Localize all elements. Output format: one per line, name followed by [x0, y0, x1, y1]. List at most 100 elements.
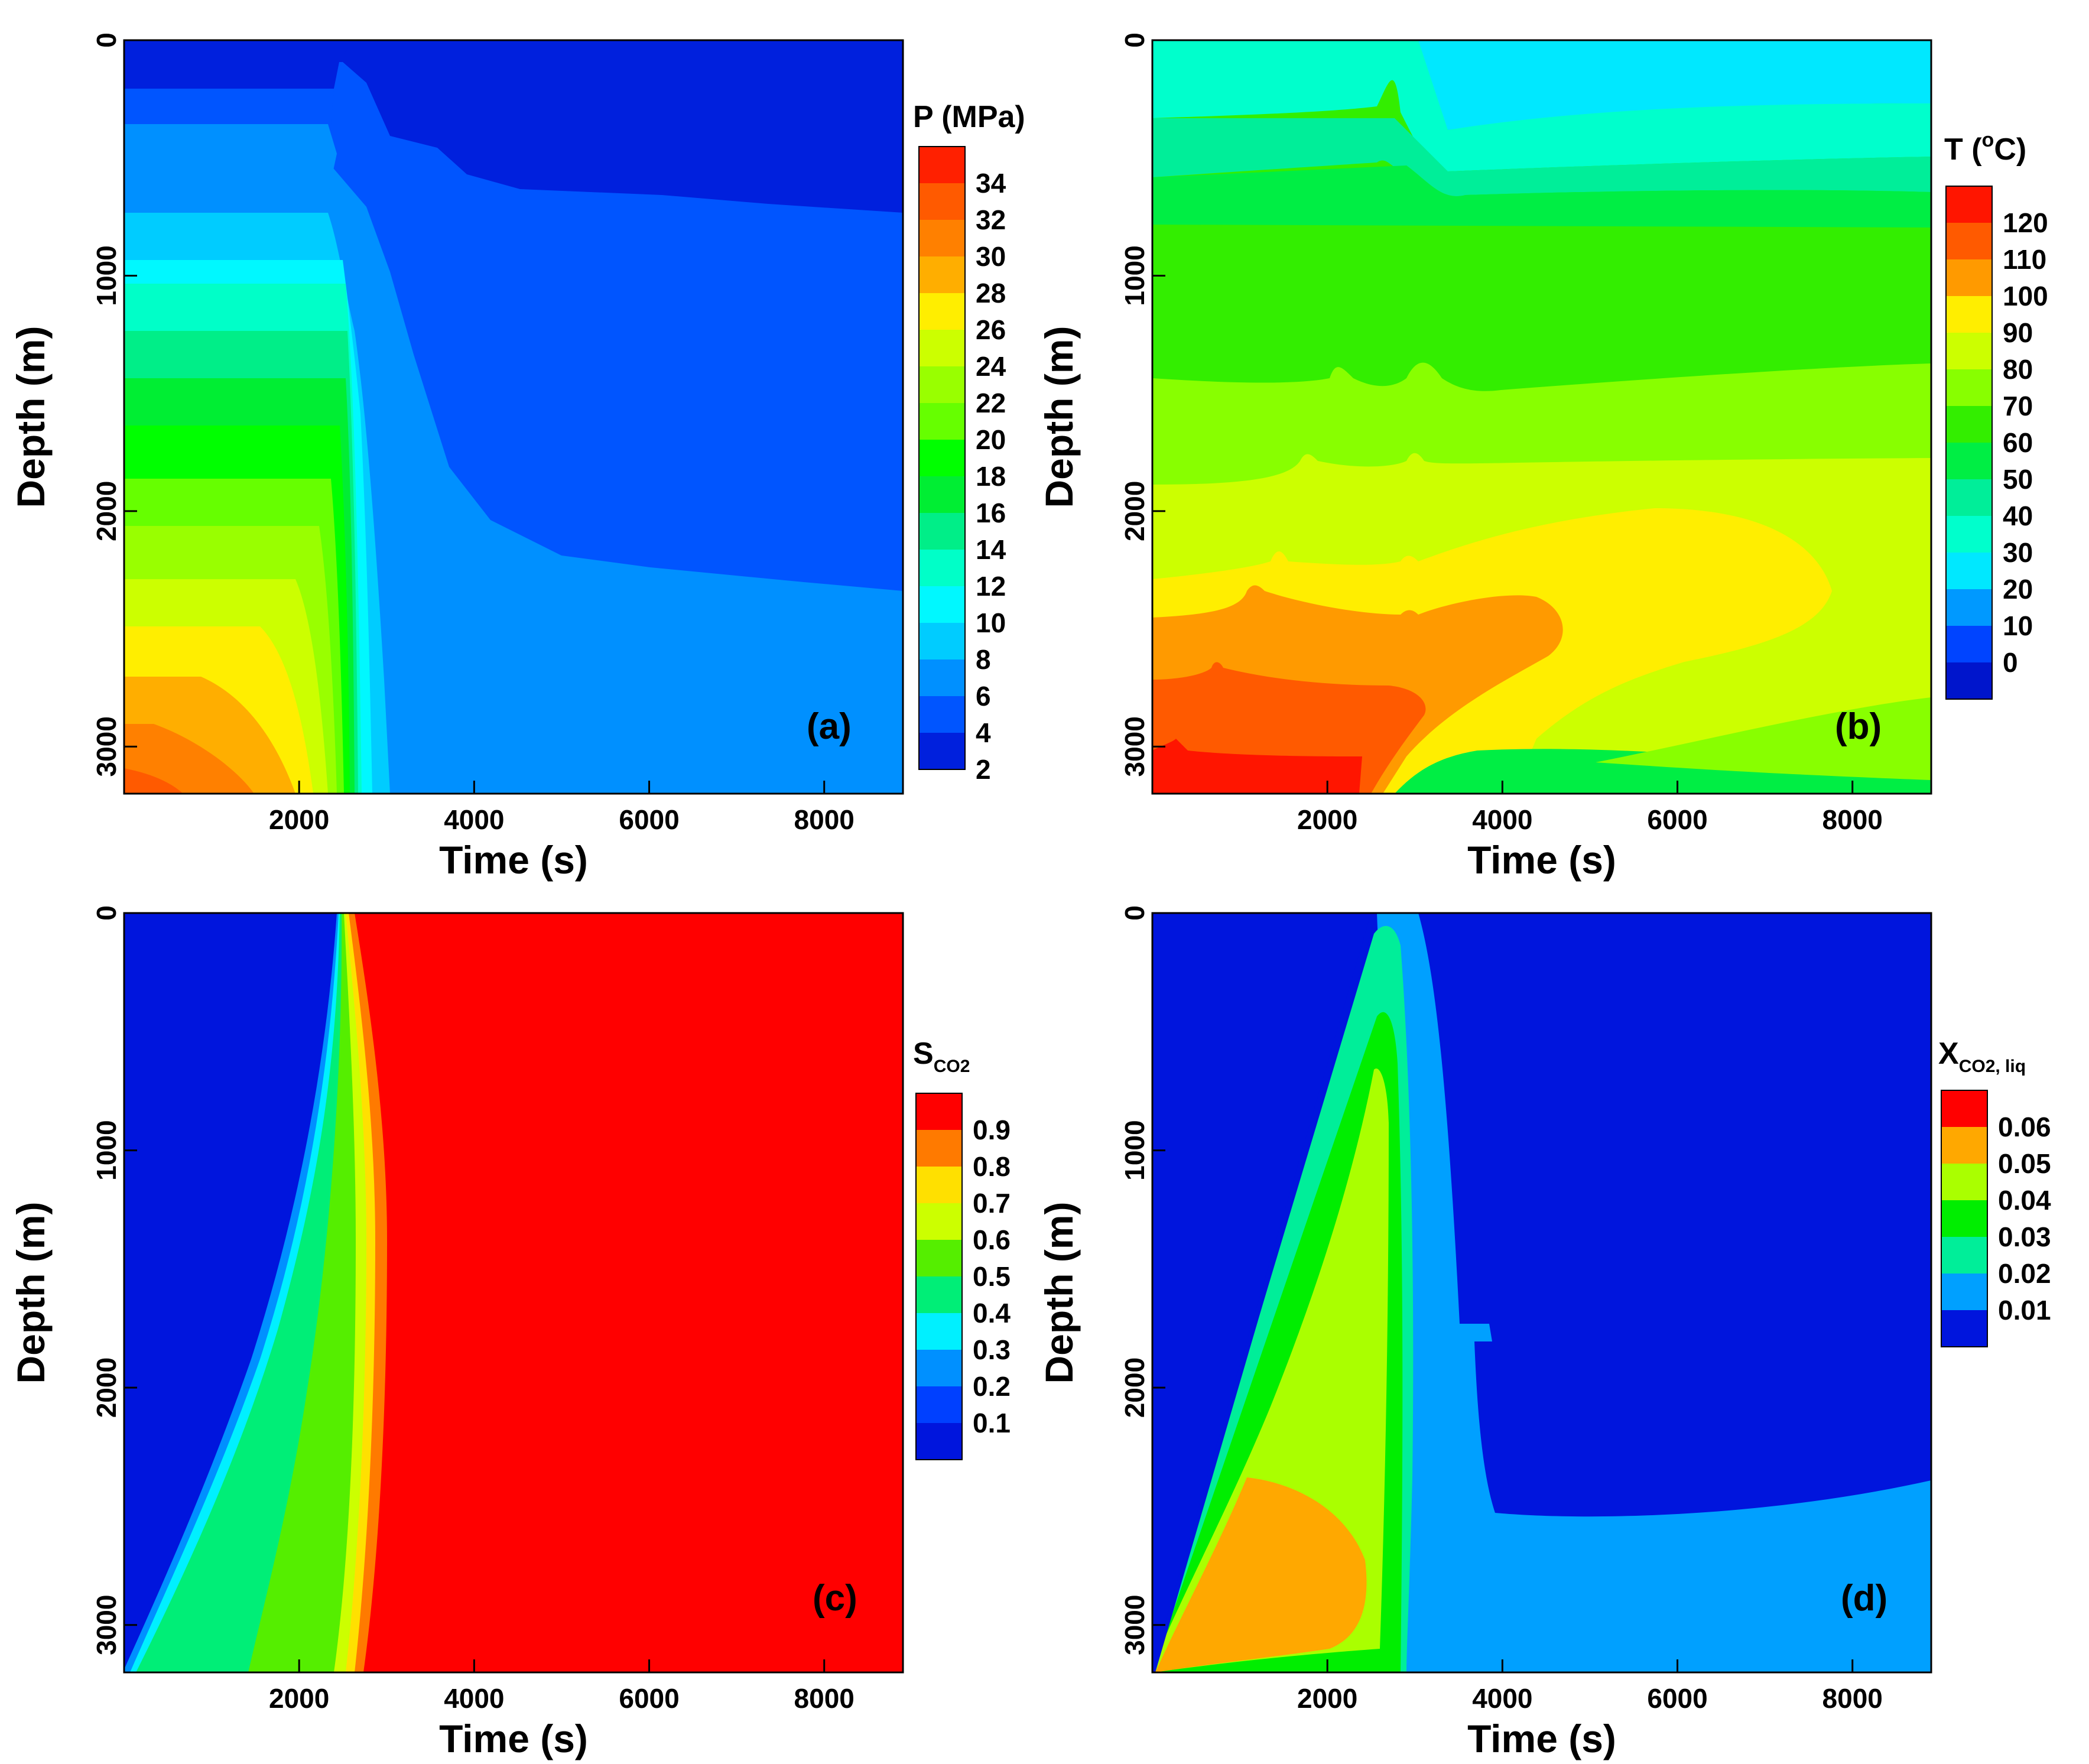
y-tick-label: 2000	[1119, 481, 1150, 541]
colorbar-swatch	[919, 660, 965, 696]
colorbar-frame	[915, 1093, 963, 1460]
colorbar-title-main: T (	[1944, 132, 1982, 167]
panel-b-axes: 2000 4000 6000 8000 0 1000 2000 3000 Time (s) Dep…	[1037, 33, 1883, 882]
colorbar-title-sub: CO2, liq	[1959, 1057, 2026, 1076]
colorbar-title: XCO2, liq	[1938, 1037, 2026, 1076]
x-tick-label: 4000	[1472, 804, 1532, 835]
panel-b-label: (b)	[1835, 706, 1882, 747]
colorbar-frame	[1945, 186, 1993, 700]
colorbar-swatch	[1946, 333, 1992, 369]
colorbar-label: 0.05	[1998, 1148, 2051, 1179]
colorbar-swatch	[1946, 223, 1992, 259]
colorbar-swatch	[1946, 516, 1992, 553]
colorbar-label: 100	[2003, 281, 2048, 311]
colorbar-label: 0	[2003, 647, 2018, 678]
colorbar-swatch	[916, 1167, 962, 1203]
colorbar-swatch	[919, 550, 965, 586]
colorbar-swatch	[919, 696, 965, 733]
colorbar-swatch	[919, 586, 965, 623]
y-axis-label: Depth (m)	[9, 326, 53, 508]
x-tick-label: 8000	[794, 804, 855, 835]
panel-b-field	[1152, 40, 1931, 794]
colorbar-swatch	[1946, 369, 1992, 406]
colorbar-label: 0.6	[973, 1224, 1011, 1255]
colorbar-swatch	[916, 1276, 962, 1313]
panel-d-field	[1152, 913, 1931, 1672]
colorbar-label: 20	[2003, 574, 2033, 605]
colorbar-swatch	[1941, 1090, 1987, 1127]
y-tick-label: 1000	[91, 1120, 122, 1180]
y-tick-label: 3000	[91, 716, 122, 777]
colorbar-swatch	[1946, 443, 1992, 479]
y-tick-label: 3000	[1119, 1595, 1150, 1655]
colorbar-swatch	[919, 256, 965, 293]
colorbar-title-sub: CO2	[934, 1057, 970, 1076]
y-tick-label: 0	[91, 905, 122, 921]
x-tick-label: 6000	[1647, 804, 1707, 835]
colorbar-swatch	[1946, 589, 1992, 626]
colorbar-swatch	[919, 513, 965, 550]
colorbar-swatch	[919, 183, 965, 220]
panel-d-colorbar: 0.06 0.05 0.04 0.03 0.02 0.01 XCO2, liq	[1938, 1037, 2051, 1347]
colorbar-swatch	[919, 403, 965, 440]
colorbar-label: 12	[976, 571, 1006, 602]
colorbar-title-end: C)	[1994, 132, 2026, 167]
colorbar-label: 24	[976, 351, 1006, 382]
colorbar-label: 22	[976, 388, 1006, 418]
colorbar-label: 0.06	[1998, 1112, 2051, 1142]
panel-d-axes: 2000 4000 6000 8000 0 1000 2000 3000 Time (s) Dep…	[1037, 905, 1883, 1760]
panel-a-label: (a)	[807, 706, 852, 747]
colorbar-swatch	[1941, 1127, 1987, 1164]
colorbar-frame	[1941, 1090, 1988, 1347]
x-axis-label: Time (s)	[439, 838, 588, 882]
colorbar-label: 2	[976, 754, 991, 785]
colorbar-label: 30	[976, 241, 1006, 272]
colorbar-swatch	[916, 1130, 962, 1167]
panel-c-field	[124, 913, 903, 1672]
colorbar-label: 34	[976, 168, 1006, 199]
x-axis-label: Time (s)	[439, 1717, 588, 1760]
x-axis-label: Time (s)	[1467, 838, 1616, 882]
colorbar-swatch	[1946, 259, 1992, 296]
x-tick-label: 8000	[794, 1683, 855, 1714]
colorbar-label: 0.01	[1998, 1295, 2051, 1326]
panel-d-label: (d)	[1841, 1578, 1887, 1619]
colorbar-label: 90	[2003, 317, 2033, 348]
panel-a-field	[124, 40, 903, 794]
colorbar-label: 6	[976, 681, 991, 712]
colorbar-label: 0.5	[973, 1261, 1011, 1292]
colorbar-label: 8	[976, 644, 991, 675]
colorbar-label: 30	[2003, 537, 2033, 568]
colorbar-swatch	[1946, 662, 1992, 699]
x-axis-label: Time (s)	[1467, 1717, 1616, 1760]
colorbar-label: 10	[976, 608, 1006, 638]
colorbar-swatch	[919, 623, 965, 660]
colorbar-title: P (MPa)	[913, 100, 1025, 134]
colorbar-swatch	[919, 330, 965, 366]
y-tick-label: 0	[91, 33, 122, 48]
colorbar-swatch	[919, 366, 965, 403]
panel-a-axes: 2000 4000 6000 8000 0 1000 2000 3000 Time (s) Dep…	[9, 33, 855, 882]
x-tick-label: 4000	[444, 1683, 504, 1714]
y-axis-label: Depth (m)	[9, 1202, 53, 1384]
x-tick-label: 4000	[1472, 1683, 1532, 1714]
colorbar-swatch	[919, 440, 965, 476]
x-tick-label: 2000	[269, 804, 329, 835]
y-axis-label: Depth (m)	[1037, 326, 1081, 508]
colorbar-swatch	[916, 1350, 962, 1386]
colorbar-frame	[918, 146, 966, 770]
colorbar-label: 70	[2003, 391, 2033, 421]
colorbar-label: 0.9	[973, 1115, 1011, 1145]
colorbar-swatch	[1946, 553, 1992, 589]
colorbar-label: 60	[2003, 427, 2033, 458]
colorbar-swatch	[919, 147, 965, 183]
y-tick-label: 1000	[1119, 245, 1150, 306]
colorbar-label: 40	[2003, 501, 2033, 531]
colorbar-swatch	[916, 1093, 962, 1130]
colorbar-swatch	[919, 293, 965, 330]
colorbar-label: 0.2	[973, 1371, 1011, 1402]
y-tick-label: 1000	[91, 245, 122, 306]
